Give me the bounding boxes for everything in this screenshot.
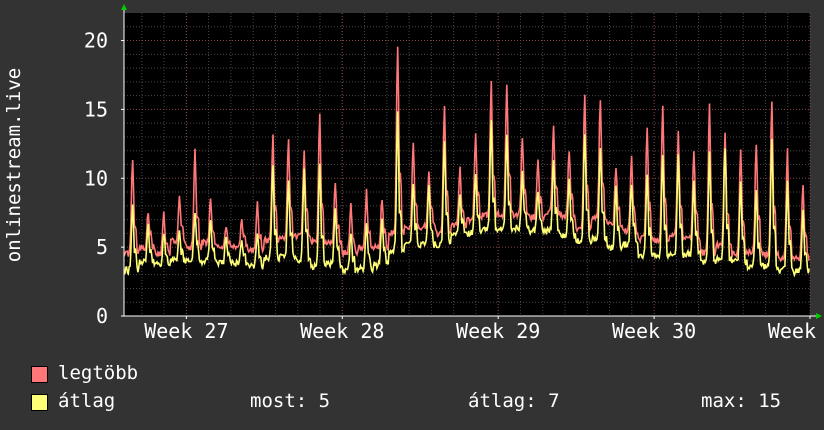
- x-tick-label: Week 30: [612, 319, 696, 343]
- legend-swatch-legtobb: [31, 366, 48, 383]
- y-tick-label: 0: [96, 304, 108, 328]
- y-axis-arrow: [121, 4, 127, 10]
- series-line-legtobb: [123, 46, 810, 263]
- x-tick-label: Week 31: [768, 319, 824, 343]
- x-axis-arrow: [816, 313, 822, 319]
- stat-most: most: 5: [250, 390, 331, 412]
- x-tick-label: Week 29: [456, 319, 540, 343]
- x-tick-label: Week 28: [300, 319, 384, 343]
- legend-label-legtobb: legtöbb: [58, 362, 139, 384]
- series-layer: [123, 46, 810, 278]
- series-line-atlag: [123, 111, 810, 278]
- chart: 0 5 10 15 20 Week 27 Week 28 Week 29 Week 30 Week…: [3, 4, 824, 343]
- x-tick-label: Week 27: [144, 319, 228, 343]
- y-tick-label: 5: [96, 235, 108, 259]
- stat-max: max: 15: [701, 390, 782, 412]
- legend-swatch-atlag: [31, 394, 48, 411]
- legend-label-atlag: átlag: [58, 390, 116, 412]
- y-tick-label: 10: [84, 166, 108, 190]
- axes: [121, 4, 822, 319]
- tick-labels: 0 5 10 15 20 Week 27 Week 28 Week 29 Week 30 Week…: [84, 29, 824, 343]
- y-tick-label: 15: [84, 97, 108, 121]
- y-axis-label: onlinestream.live: [3, 68, 25, 262]
- y-tick-label: 20: [84, 29, 108, 53]
- stat-atlag: átlag: 7: [468, 390, 560, 412]
